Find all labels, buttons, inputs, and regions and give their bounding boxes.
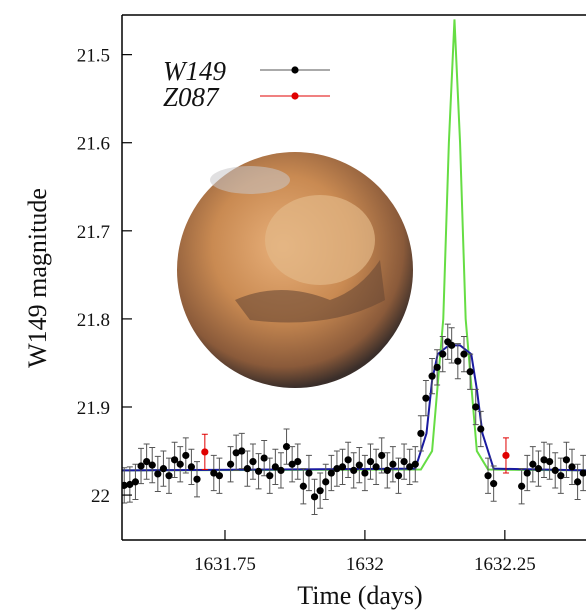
data-point xyxy=(411,460,419,468)
data-point xyxy=(327,469,335,477)
data-point xyxy=(518,482,526,490)
data-point xyxy=(389,460,397,468)
data-point xyxy=(366,458,375,466)
data-point xyxy=(472,403,480,411)
data-point xyxy=(226,460,235,468)
data-point xyxy=(422,394,430,402)
data-point xyxy=(562,456,571,464)
data-point xyxy=(529,460,537,468)
data-point xyxy=(254,467,263,475)
model-curve xyxy=(122,19,586,472)
data-point xyxy=(433,363,441,371)
data-point xyxy=(394,472,403,480)
data-point xyxy=(310,493,319,501)
data-point xyxy=(316,487,324,495)
data-point xyxy=(322,478,330,486)
data-point xyxy=(428,372,436,380)
data-point xyxy=(232,449,240,457)
data-point xyxy=(201,448,209,456)
data-point xyxy=(159,465,168,473)
y-tick-label: 21.7 xyxy=(77,222,110,243)
data-point xyxy=(350,466,358,475)
legend-label: Z087 xyxy=(163,82,220,112)
data-point xyxy=(182,451,190,460)
data-point xyxy=(400,458,408,466)
data-point xyxy=(294,458,302,466)
plot-area xyxy=(122,19,586,515)
data-point xyxy=(490,480,498,488)
y-axis-label: W149 magnitude xyxy=(23,188,52,368)
y-tick-label: 22 xyxy=(91,486,110,507)
data-point xyxy=(249,458,257,466)
y-tick-label: 21.6 xyxy=(77,134,110,155)
y-tick-label: 21.9 xyxy=(77,398,110,419)
data-point xyxy=(277,466,285,475)
data-point xyxy=(143,458,151,466)
data-point xyxy=(579,469,586,477)
data-point xyxy=(338,463,347,471)
data-point xyxy=(282,443,291,451)
data-point xyxy=(243,465,251,473)
data-point xyxy=(439,350,447,358)
data-point xyxy=(574,478,582,486)
data-point xyxy=(260,454,268,462)
x-axis-label: Time (days) xyxy=(297,581,422,610)
data-point xyxy=(551,466,559,475)
data-point xyxy=(557,472,565,480)
data-point xyxy=(417,429,425,438)
legend-marker xyxy=(291,92,299,100)
mars-image xyxy=(177,152,413,388)
data-point xyxy=(361,469,369,477)
data-point xyxy=(333,465,341,473)
data-point xyxy=(523,469,531,477)
x-tick-label: 1632 xyxy=(346,554,384,575)
data-point xyxy=(568,463,576,471)
data-point xyxy=(448,341,456,349)
data-point xyxy=(271,463,279,471)
data-point xyxy=(148,461,156,469)
legend-marker xyxy=(291,66,299,74)
data-point xyxy=(131,478,140,486)
data-point xyxy=(454,357,462,365)
data-point xyxy=(305,469,313,477)
data-point xyxy=(137,462,145,470)
data-point xyxy=(355,461,363,469)
x-tick-label: 1632.25 xyxy=(474,554,536,575)
data-point xyxy=(540,456,548,464)
data-point xyxy=(484,472,492,480)
data-point xyxy=(171,456,179,464)
data-point xyxy=(546,458,554,466)
data-point xyxy=(378,451,386,460)
data-point xyxy=(154,470,162,478)
data-point xyxy=(165,472,173,480)
data-point xyxy=(502,451,510,460)
data-point xyxy=(288,460,296,468)
x-tick-label: 1631.75 xyxy=(194,554,256,575)
legend-label: W149 xyxy=(163,56,226,86)
data-point xyxy=(477,425,485,433)
data-point xyxy=(215,472,223,480)
data-point xyxy=(176,460,184,468)
data-point xyxy=(299,482,307,490)
y-tick-label: 21.5 xyxy=(77,46,110,67)
data-point xyxy=(193,475,201,483)
data-point xyxy=(534,465,543,473)
data-point xyxy=(406,463,414,471)
data-point xyxy=(210,469,218,477)
data-point xyxy=(383,466,391,475)
data-point xyxy=(372,463,380,471)
data-point xyxy=(344,456,352,464)
data-point xyxy=(187,463,196,471)
data-point xyxy=(460,350,468,358)
data-point xyxy=(466,368,474,376)
data-point xyxy=(238,447,246,455)
y-tick-label: 21.8 xyxy=(77,310,110,331)
data-point xyxy=(266,472,274,480)
data-point xyxy=(126,480,134,489)
